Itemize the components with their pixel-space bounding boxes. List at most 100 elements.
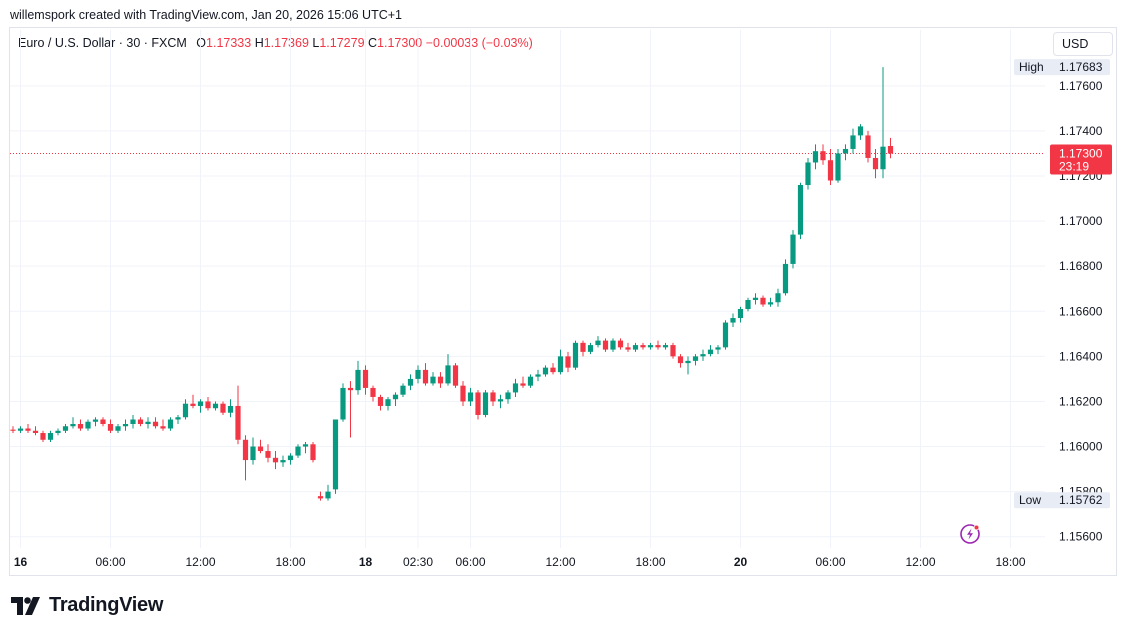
candle-body — [512, 383, 519, 393]
candle-body — [542, 367, 549, 375]
candle — [880, 67, 886, 179]
candle — [100, 417, 106, 427]
candle — [767, 297, 774, 307]
price-tick-label: 1.16000 — [1059, 440, 1103, 454]
candle — [212, 401, 219, 411]
grid-lines — [10, 30, 1045, 548]
high-tag: High 1.17683 — [1014, 59, 1110, 76]
candle-body — [415, 369, 421, 379]
candle — [325, 484, 331, 501]
candle-body — [745, 300, 751, 310]
candle-body — [797, 185, 804, 235]
candle-body — [715, 347, 721, 350]
candle-body — [550, 367, 556, 373]
candle-body — [62, 426, 69, 431]
candle-body — [160, 426, 166, 429]
candle-body — [602, 340, 609, 350]
candle — [467, 387, 474, 406]
candle — [167, 417, 174, 431]
candle — [92, 417, 99, 427]
candle-body — [827, 160, 834, 181]
candle-body — [587, 345, 594, 352]
candle-body — [340, 387, 346, 420]
candle-body — [377, 396, 384, 406]
candle — [287, 453, 294, 465]
candle — [25, 424, 31, 434]
low-tag-bg — [1014, 492, 1110, 509]
candle — [670, 342, 676, 359]
lightning-alert-icon[interactable] — [960, 524, 980, 544]
candle — [595, 336, 601, 348]
symbol-title[interactable]: Euro / U.S. Dollar · 30 · FXCM — [18, 36, 187, 50]
time-tick-label: 02:30 — [403, 555, 433, 569]
candle-body — [25, 428, 31, 431]
candle — [250, 437, 256, 465]
candle — [85, 419, 91, 431]
candle — [527, 374, 534, 388]
candle — [662, 342, 669, 350]
candle — [137, 417, 144, 427]
candle — [32, 426, 39, 436]
low-tag-label: Low — [1019, 493, 1041, 507]
candle-body — [707, 349, 714, 355]
candle-body — [505, 392, 511, 400]
candle-body — [595, 340, 601, 346]
candle-body — [535, 374, 541, 377]
brand-name: TradingView — [49, 594, 164, 616]
candle — [445, 354, 451, 386]
candle-body — [77, 424, 84, 429]
time-axis[interactable]: 16 06:00 12:00 18:00 18 02:30 06:00 12:00 18:00 2… — [14, 555, 1026, 569]
candle-body — [347, 387, 354, 391]
candle-body — [565, 356, 571, 368]
candle-body — [10, 429, 16, 431]
high-tag-value: 1.17683 — [1059, 60, 1103, 74]
candle-body — [557, 356, 564, 373]
candle — [257, 439, 264, 454]
price-tick-label: 1.15600 — [1059, 530, 1103, 544]
candle — [857, 124, 864, 140]
candle-body — [617, 340, 624, 348]
time-tick-label: 20 — [734, 555, 748, 569]
candle-body — [730, 318, 736, 323]
currency-button[interactable]: USD — [1053, 32, 1113, 56]
candle — [602, 338, 609, 352]
candle — [520, 376, 526, 388]
candle-body — [857, 126, 864, 136]
candle — [692, 354, 699, 366]
high-tag-bg — [1014, 59, 1110, 76]
candle-body — [197, 401, 204, 406]
candle-body — [812, 151, 819, 163]
candle-body — [70, 424, 76, 427]
low-tag-value: 1.15762 — [1059, 493, 1103, 507]
candle — [752, 293, 759, 305]
candle — [505, 390, 511, 404]
time-tick-label: 18:00 — [275, 555, 305, 569]
last-price-tag-bg — [1050, 144, 1112, 175]
open-value: 1.17333 — [206, 36, 252, 50]
candle — [475, 390, 481, 420]
candle — [482, 390, 489, 418]
candle-body — [775, 293, 781, 303]
time-tick-label: 12:00 — [545, 555, 575, 569]
candle — [565, 351, 571, 373]
candle-body — [167, 419, 174, 429]
candle-body — [670, 345, 676, 357]
low-tag: Low 1.15762 — [1014, 492, 1110, 509]
candle — [647, 342, 654, 350]
change-value: −0.00033 (−0.03%) — [425, 36, 533, 50]
candle-body — [782, 263, 789, 294]
candle — [587, 342, 594, 355]
candle — [400, 383, 406, 397]
last-price-value: 1.17300 — [1059, 146, 1103, 160]
candle-body — [227, 405, 234, 413]
candle-body — [47, 433, 54, 440]
candle-body — [482, 392, 489, 415]
candle-body — [40, 433, 46, 440]
candle — [557, 349, 564, 375]
candle — [377, 394, 384, 411]
candle-body — [175, 417, 181, 420]
candle — [115, 424, 121, 434]
candle — [490, 390, 496, 406]
last-price-countdown: 23:19 — [1059, 159, 1089, 173]
